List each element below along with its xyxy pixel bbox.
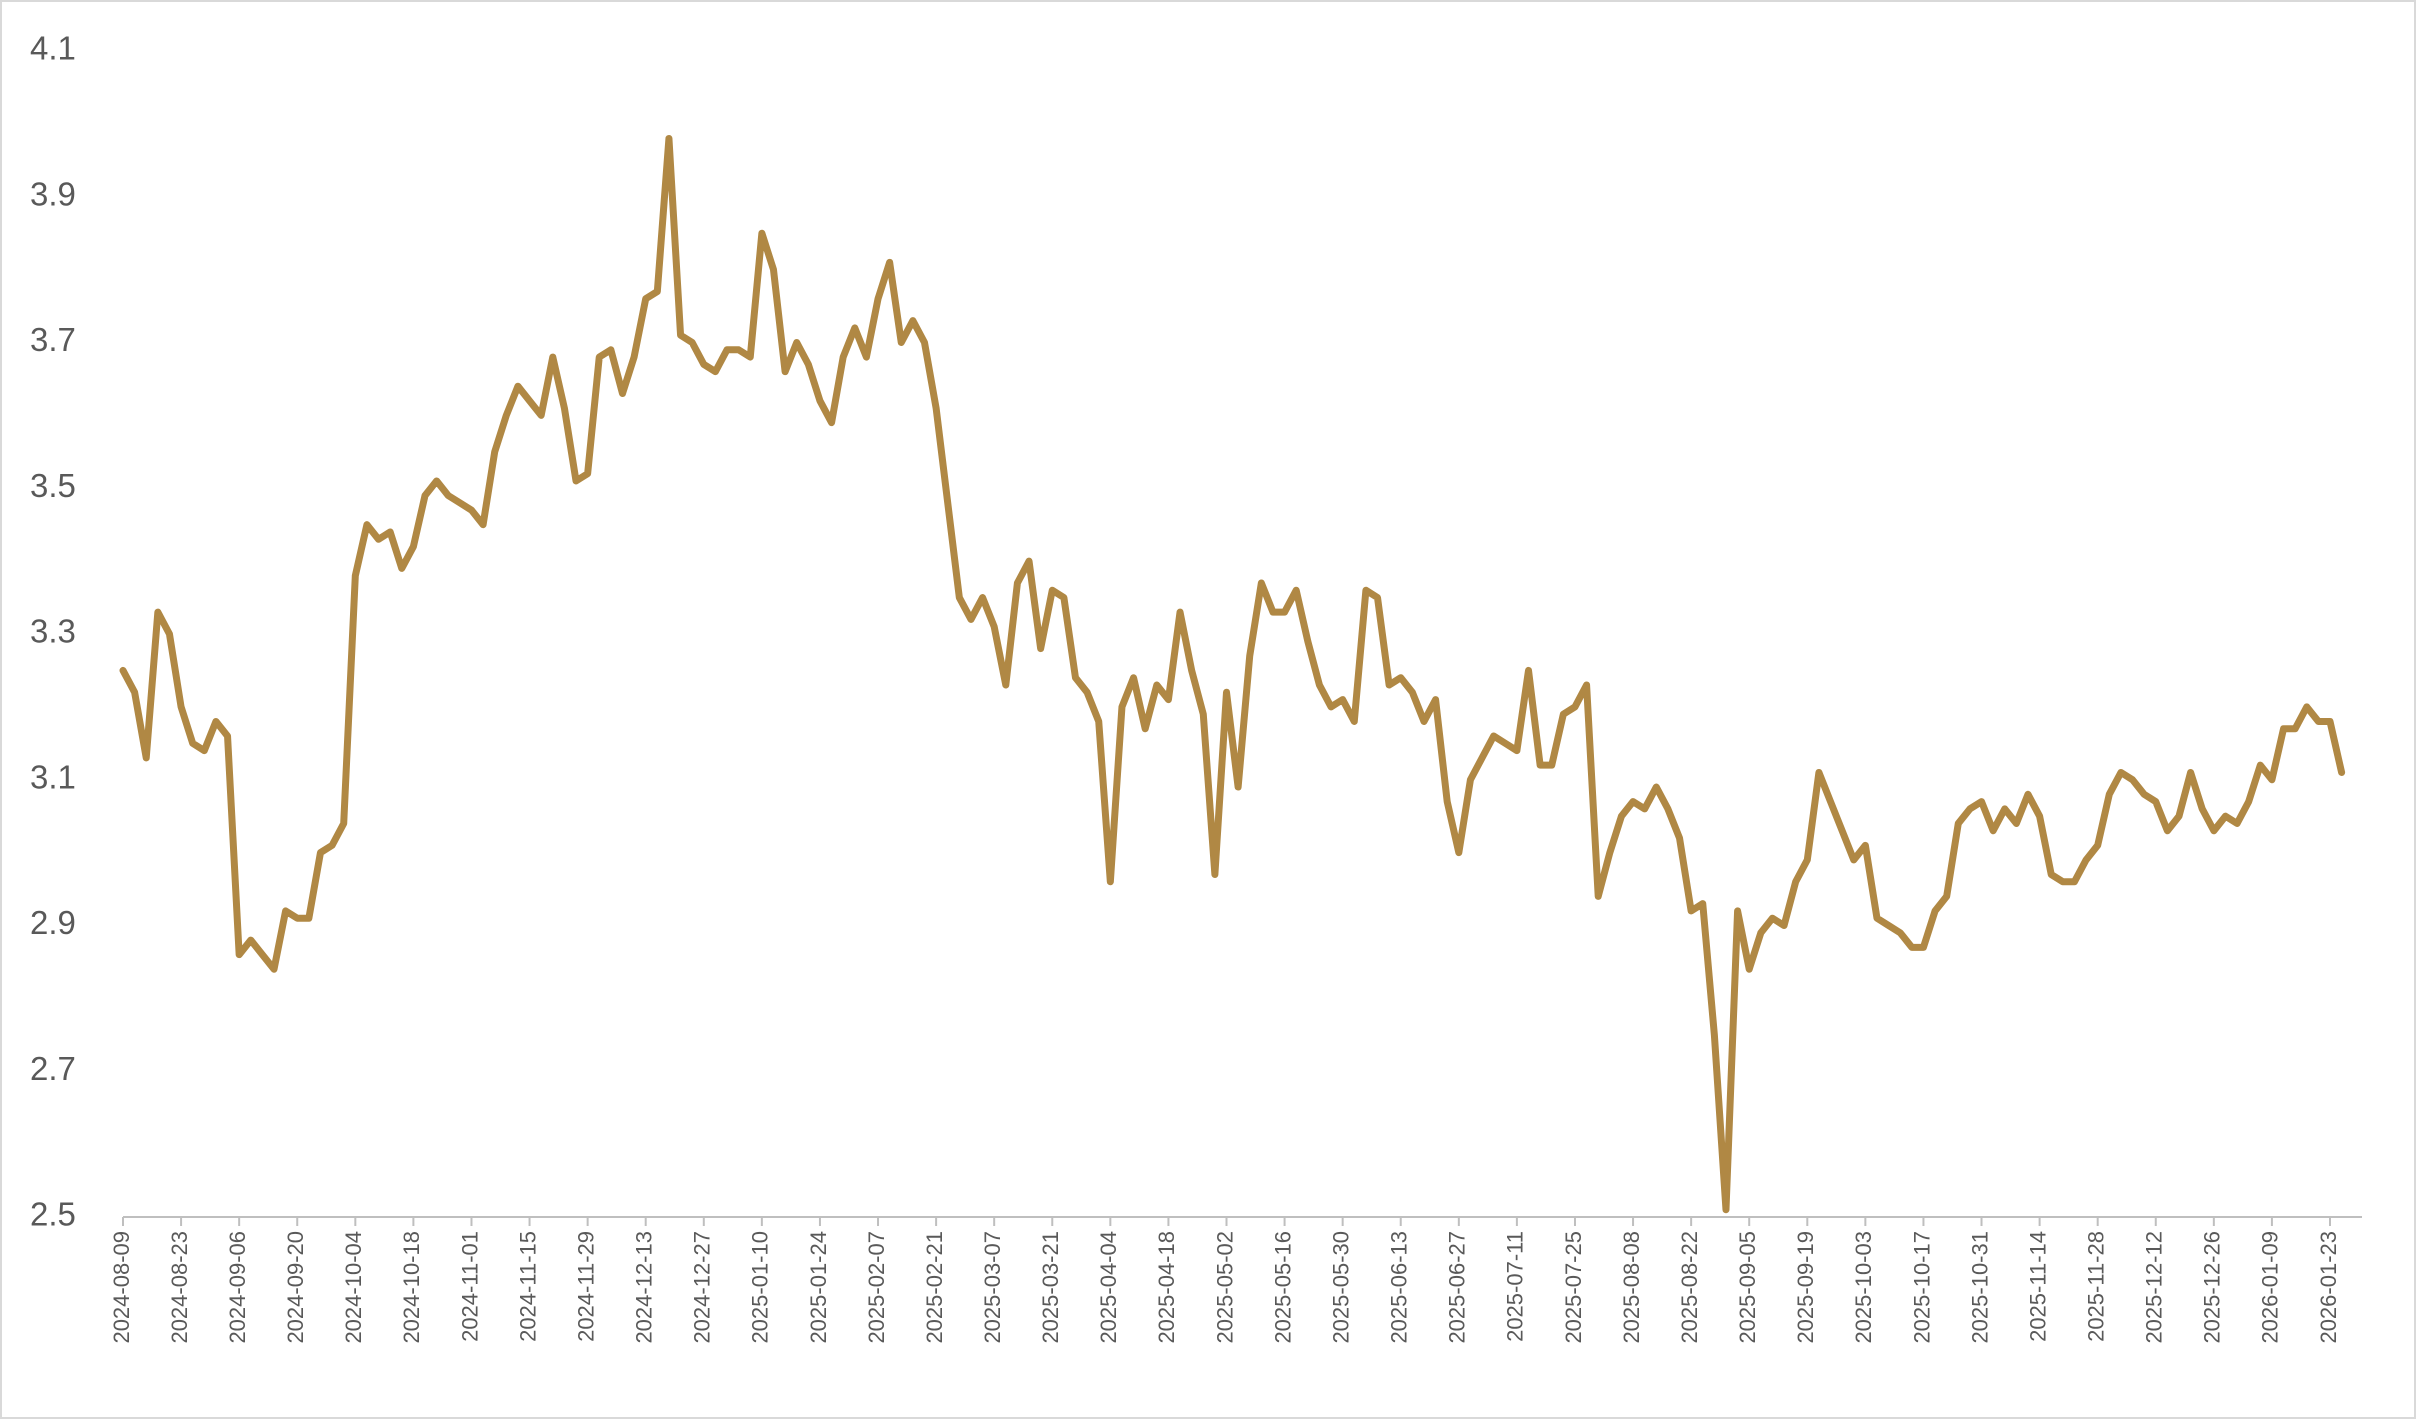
x-tick-label: 2024-11-01: [457, 1231, 482, 1342]
x-tick-label: 2026-01-09: [2258, 1231, 2283, 1344]
y-tick-label: 3.7: [30, 321, 76, 358]
x-tick-label: 2025-12-26: [2200, 1231, 2225, 1344]
x-tick-label: 2024-11-15: [515, 1231, 540, 1342]
y-tick-label: 2.9: [30, 904, 76, 941]
x-tick-label: 2024-08-23: [167, 1231, 192, 1344]
x-tick-label: 2025-02-07: [864, 1231, 889, 1344]
x-tick-label: 2024-10-18: [399, 1231, 424, 1344]
x-tick-label: 2025-10-17: [1909, 1231, 1934, 1344]
y-tick-label: 3.5: [30, 467, 76, 504]
x-tick-label: 2025-05-02: [1212, 1231, 1237, 1344]
x-tick-label: 2025-11-14: [2025, 1231, 2050, 1342]
x-tick-label: 2025-09-05: [1735, 1231, 1760, 1344]
x-tick-label: 2024-08-09: [109, 1231, 134, 1344]
x-tick-label: 2025-08-22: [1677, 1231, 1702, 1344]
x-tick-label: 2025-06-13: [1387, 1231, 1412, 1344]
y-tick-label: 3.1: [30, 758, 76, 795]
x-tick-label: 2025-12-12: [2142, 1231, 2167, 1344]
y-tick-label: 2.5: [30, 1196, 76, 1233]
y-tick-label: 2.7: [30, 1050, 76, 1087]
x-tick-label: 2024-12-13: [632, 1231, 657, 1344]
x-tick-label: 2025-03-21: [1038, 1231, 1063, 1344]
x-tick-label: 2025-04-04: [1096, 1231, 1121, 1344]
y-tick-label: 3.3: [30, 613, 76, 650]
x-tick-label: 2024-09-06: [225, 1231, 250, 1344]
x-tick-label: 2024-11-29: [573, 1231, 598, 1342]
x-tick-label: 2026-01-23: [2316, 1231, 2341, 1344]
x-tick-label: 2025-08-08: [1619, 1231, 1644, 1344]
x-tick-label: 2024-09-20: [283, 1231, 308, 1344]
x-tick-label: 2025-10-03: [1851, 1231, 1876, 1344]
x-tick-label: 2025-11-28: [2083, 1231, 2108, 1342]
data-line: [119, 134, 2346, 1214]
x-tick-label: 2025-09-19: [1793, 1231, 1818, 1344]
x-tick-label: 2024-10-04: [341, 1231, 366, 1344]
x-tick-label: 2025-06-27: [1445, 1231, 1470, 1344]
x-tick-label: 2024-12-27: [690, 1231, 715, 1344]
x-tick-label: 2025-05-30: [1328, 1231, 1353, 1344]
x-tick-label: 2025-01-10: [748, 1231, 773, 1344]
y-tick-label: 4.1: [30, 30, 76, 67]
x-tick-label: 2025-07-25: [1561, 1231, 1586, 1344]
x-tick-label: 2025-03-07: [980, 1231, 1005, 1344]
x-tick-label: 2025-04-18: [1154, 1231, 1179, 1344]
x-tick-label: 2025-05-16: [1270, 1231, 1295, 1344]
x-tick-label: 2025-10-31: [1967, 1231, 1992, 1344]
y-tick-label: 3.9: [30, 175, 76, 212]
x-tick-label: 2025-01-24: [806, 1231, 831, 1344]
x-tick-label: 2025-07-11: [1503, 1231, 1528, 1342]
x-tick-label: 2025-02-21: [922, 1231, 947, 1344]
